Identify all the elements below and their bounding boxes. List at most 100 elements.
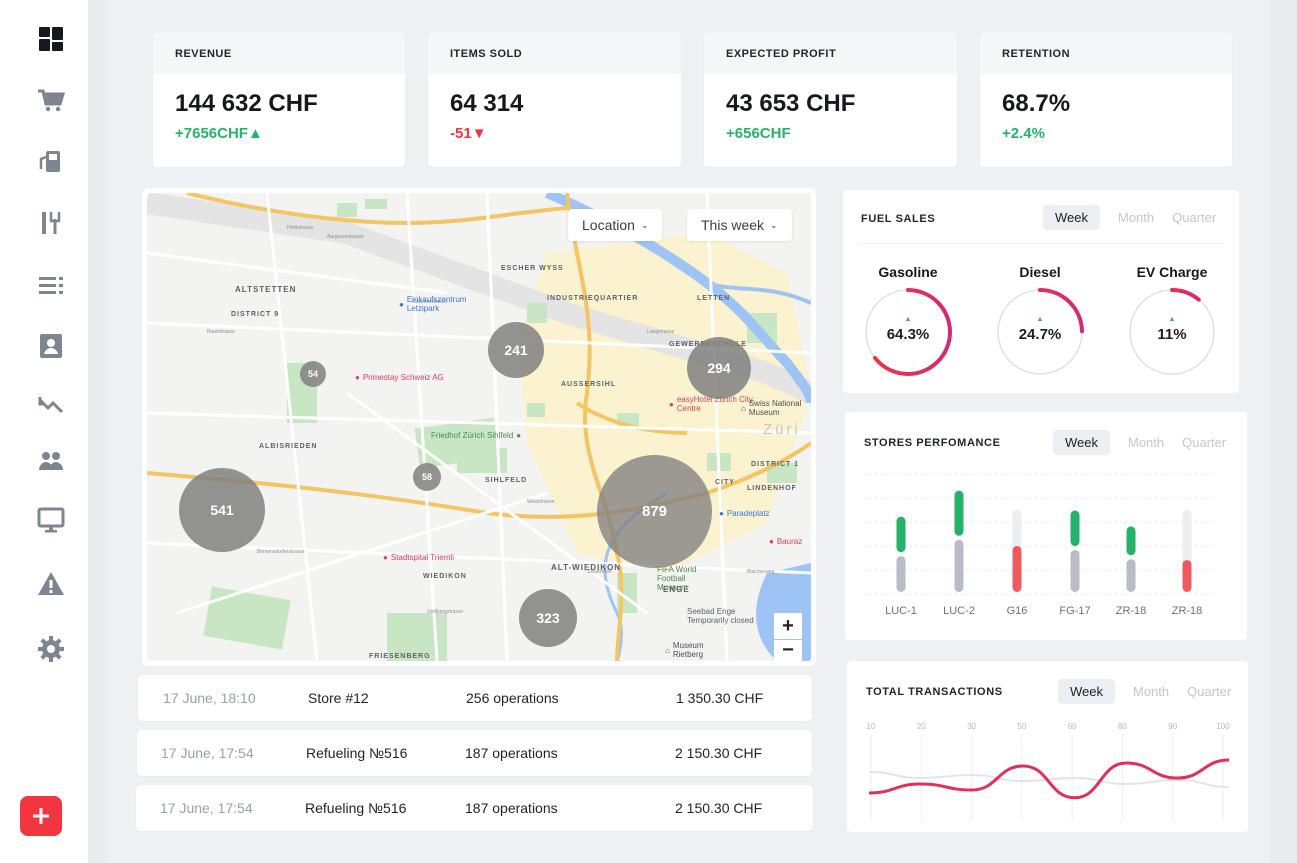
x-tick-label: G16 bbox=[1007, 605, 1028, 617]
transaction-time: 17 June, 17:54 bbox=[161, 745, 254, 761]
cluster-bubble[interactable]: 541 bbox=[179, 468, 265, 552]
kpi-revenue-card: REVENUE 144 632 CHF +7656CHF▲ bbox=[153, 33, 405, 167]
x-tick-label: 30 bbox=[967, 722, 976, 731]
dashboard-icon[interactable] bbox=[36, 24, 66, 54]
poi-marker[interactable]: ● easyHotel Zürich City Centre bbox=[669, 395, 753, 413]
tab-quarter[interactable]: Quarter bbox=[1182, 435, 1227, 450]
poi-marker[interactable]: ● Bauraz bbox=[769, 537, 803, 546]
city-map[interactable]: Aargauerstrasse Hohlstrasse Badenerstrass… bbox=[147, 193, 811, 661]
transaction-row[interactable]: 17 June, 18:10 Store #12 256 operations … bbox=[138, 675, 812, 721]
arrow-up-icon: ▲ bbox=[1036, 316, 1044, 323]
transaction-amount: 1 350.30 CHF bbox=[676, 690, 764, 706]
period-dropdown[interactable]: This week ⌄ bbox=[687, 209, 792, 241]
tab-week[interactable]: Week bbox=[1053, 430, 1110, 455]
fuel-sales-card: FUEL SALES Week Month Quarter Gasoline ▲… bbox=[843, 190, 1239, 393]
svg-text:Bleicherweg: Bleicherweg bbox=[747, 569, 774, 575]
tab-week[interactable]: Week bbox=[1058, 679, 1115, 704]
district-label: ALBISRIEDEN bbox=[259, 443, 318, 450]
transaction-amount: 2 150.30 CHF bbox=[675, 800, 763, 816]
kpi-label: RETENTION bbox=[980, 33, 1232, 74]
district-label: LINDENHOF bbox=[747, 485, 797, 492]
poi-marker[interactable]: Friedhof Zürich Sihlfeld ● bbox=[431, 431, 522, 440]
tab-month[interactable]: Month bbox=[1128, 435, 1165, 450]
fuel-pump-icon[interactable] bbox=[36, 146, 66, 176]
monitor-icon[interactable] bbox=[36, 505, 66, 535]
series-line-secondary bbox=[868, 771, 1230, 788]
hotel-pin-icon: ● bbox=[669, 399, 674, 409]
cart-icon[interactable] bbox=[36, 85, 66, 115]
users-icon[interactable] bbox=[36, 446, 66, 476]
district-label: DISTRICT 9 bbox=[231, 311, 280, 318]
sidebar bbox=[0, 0, 88, 863]
tab-month[interactable]: Month bbox=[1118, 210, 1155, 225]
x-tick-label: 10 bbox=[867, 722, 876, 731]
kpi-delta: +656CHF bbox=[726, 125, 791, 142]
zoom-out-button[interactable]: − bbox=[774, 639, 802, 661]
shop-pin-icon: ● bbox=[769, 537, 774, 546]
kpi-delta: +7656CHF▲ bbox=[175, 125, 263, 142]
cluster-bubble[interactable]: 241 bbox=[488, 322, 544, 378]
cluster-bubble[interactable]: 54 bbox=[300, 361, 326, 387]
contact-card-icon[interactable] bbox=[36, 331, 66, 361]
poi-marker[interactable]: ● Paradeplatz bbox=[719, 509, 770, 518]
transaction-amount: 2 150.30 CHF bbox=[675, 745, 763, 761]
warning-icon[interactable] bbox=[36, 569, 66, 599]
bar-green bbox=[1126, 526, 1136, 556]
poi-marker[interactable]: ● Einkaufszentrum Letzipark bbox=[399, 295, 467, 313]
gauge-arc bbox=[996, 288, 1084, 376]
transaction-time: 17 June, 17:54 bbox=[160, 800, 253, 816]
svg-text:Badenerstrasse: Badenerstrasse bbox=[412, 299, 447, 305]
gauge-ring bbox=[996, 288, 1084, 376]
x-tick-label: ZR-18 bbox=[1116, 605, 1147, 617]
cluster-bubble[interactable]: 294 bbox=[687, 337, 751, 399]
cluster-bubble[interactable]: 58 bbox=[413, 463, 441, 491]
kpi-label: REVENUE bbox=[153, 33, 405, 74]
district-label: Züri bbox=[763, 421, 801, 438]
poi-marker[interactable]: ● Primestay Schweiz AG bbox=[355, 373, 444, 382]
x-tick-label: 50 bbox=[1017, 722, 1026, 731]
bar-grey bbox=[954, 539, 964, 592]
gear-icon[interactable] bbox=[36, 634, 66, 664]
cluster-bubble[interactable]: 323 bbox=[519, 589, 577, 647]
transaction-name: Refueling №516 bbox=[305, 800, 407, 816]
poi-marker[interactable]: ● Stadtspital Triemli bbox=[383, 553, 454, 562]
map-base-layer: Aargauerstrasse Hohlstrasse Badenerstrass… bbox=[147, 193, 811, 661]
transaction-row[interactable]: 17 June, 17:54 Refueling №516 187 operat… bbox=[137, 730, 812, 776]
kpi-value: 68.7% bbox=[1002, 90, 1071, 117]
zoom-in-button[interactable]: + bbox=[774, 613, 802, 639]
district-label: AUSSERSIHL bbox=[561, 381, 617, 388]
x-tick-label: LUC-1 bbox=[885, 605, 917, 617]
transaction-row[interactable]: 17 June, 17:54 Refueling №516 187 operat… bbox=[136, 785, 813, 831]
tab-quarter[interactable]: Quarter bbox=[1172, 210, 1217, 225]
transaction-operations: 187 operations bbox=[465, 745, 558, 761]
kpi-label: ITEMS SOLD bbox=[428, 33, 681, 74]
trend-down-icon[interactable] bbox=[36, 390, 66, 420]
gauge-value: 11% bbox=[1157, 326, 1187, 343]
district-label: ESCHER WYSS bbox=[501, 265, 564, 272]
add-button[interactable] bbox=[20, 796, 62, 836]
bar-grey bbox=[896, 556, 906, 592]
plus-icon bbox=[33, 808, 49, 824]
poi-marker[interactable]: ⌂ Swiss National Museum bbox=[741, 399, 802, 417]
tab-month[interactable]: Month bbox=[1133, 684, 1170, 699]
cluster-bubble[interactable]: 879 bbox=[597, 455, 712, 568]
bar-grey bbox=[1126, 559, 1136, 592]
restaurant-icon[interactable] bbox=[36, 208, 66, 238]
card-title: FUEL SALES bbox=[861, 213, 936, 225]
divider bbox=[857, 243, 1225, 244]
transaction-name: Store #12 bbox=[308, 690, 369, 706]
district-label: FRIESENBERG bbox=[369, 653, 431, 660]
svg-text:Rautistrasse: Rautistrasse bbox=[207, 329, 235, 335]
tab-week[interactable]: Week bbox=[1043, 205, 1100, 230]
series-line-primary bbox=[868, 758, 1230, 800]
list-icon[interactable] bbox=[36, 270, 66, 300]
bar-green bbox=[954, 490, 964, 536]
location-dropdown[interactable]: Location ⌄ bbox=[568, 209, 663, 241]
poi-marker[interactable]: Seebad Enge Temporarily closed bbox=[687, 607, 754, 625]
svg-text:Seestrasse: Seestrasse bbox=[587, 569, 612, 575]
poi-marker[interactable]: FIFA World Football Museum bbox=[657, 565, 697, 592]
gauge-arc bbox=[1128, 288, 1216, 376]
tab-quarter[interactable]: Quarter bbox=[1187, 684, 1232, 699]
kpi-retention-card: RETENTION 68.7% +2.4% bbox=[980, 33, 1232, 167]
poi-marker[interactable]: ⌂ Museum Rietberg bbox=[665, 641, 704, 659]
